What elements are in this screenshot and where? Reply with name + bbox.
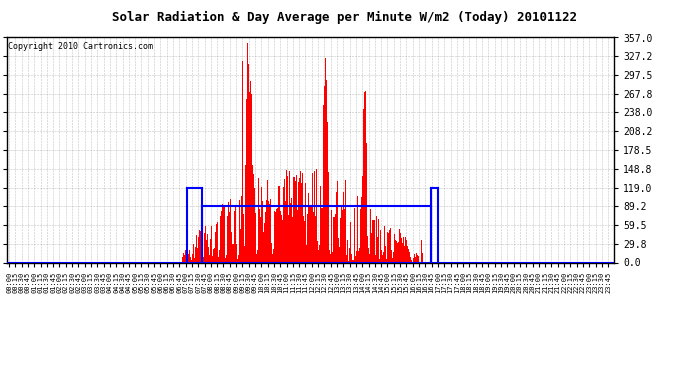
Text: Copyright 2010 Cartronics.com: Copyright 2010 Cartronics.com [8, 42, 153, 51]
Text: Solar Radiation & Day Average per Minute W/m2 (Today) 20101122: Solar Radiation & Day Average per Minute… [112, 11, 578, 24]
